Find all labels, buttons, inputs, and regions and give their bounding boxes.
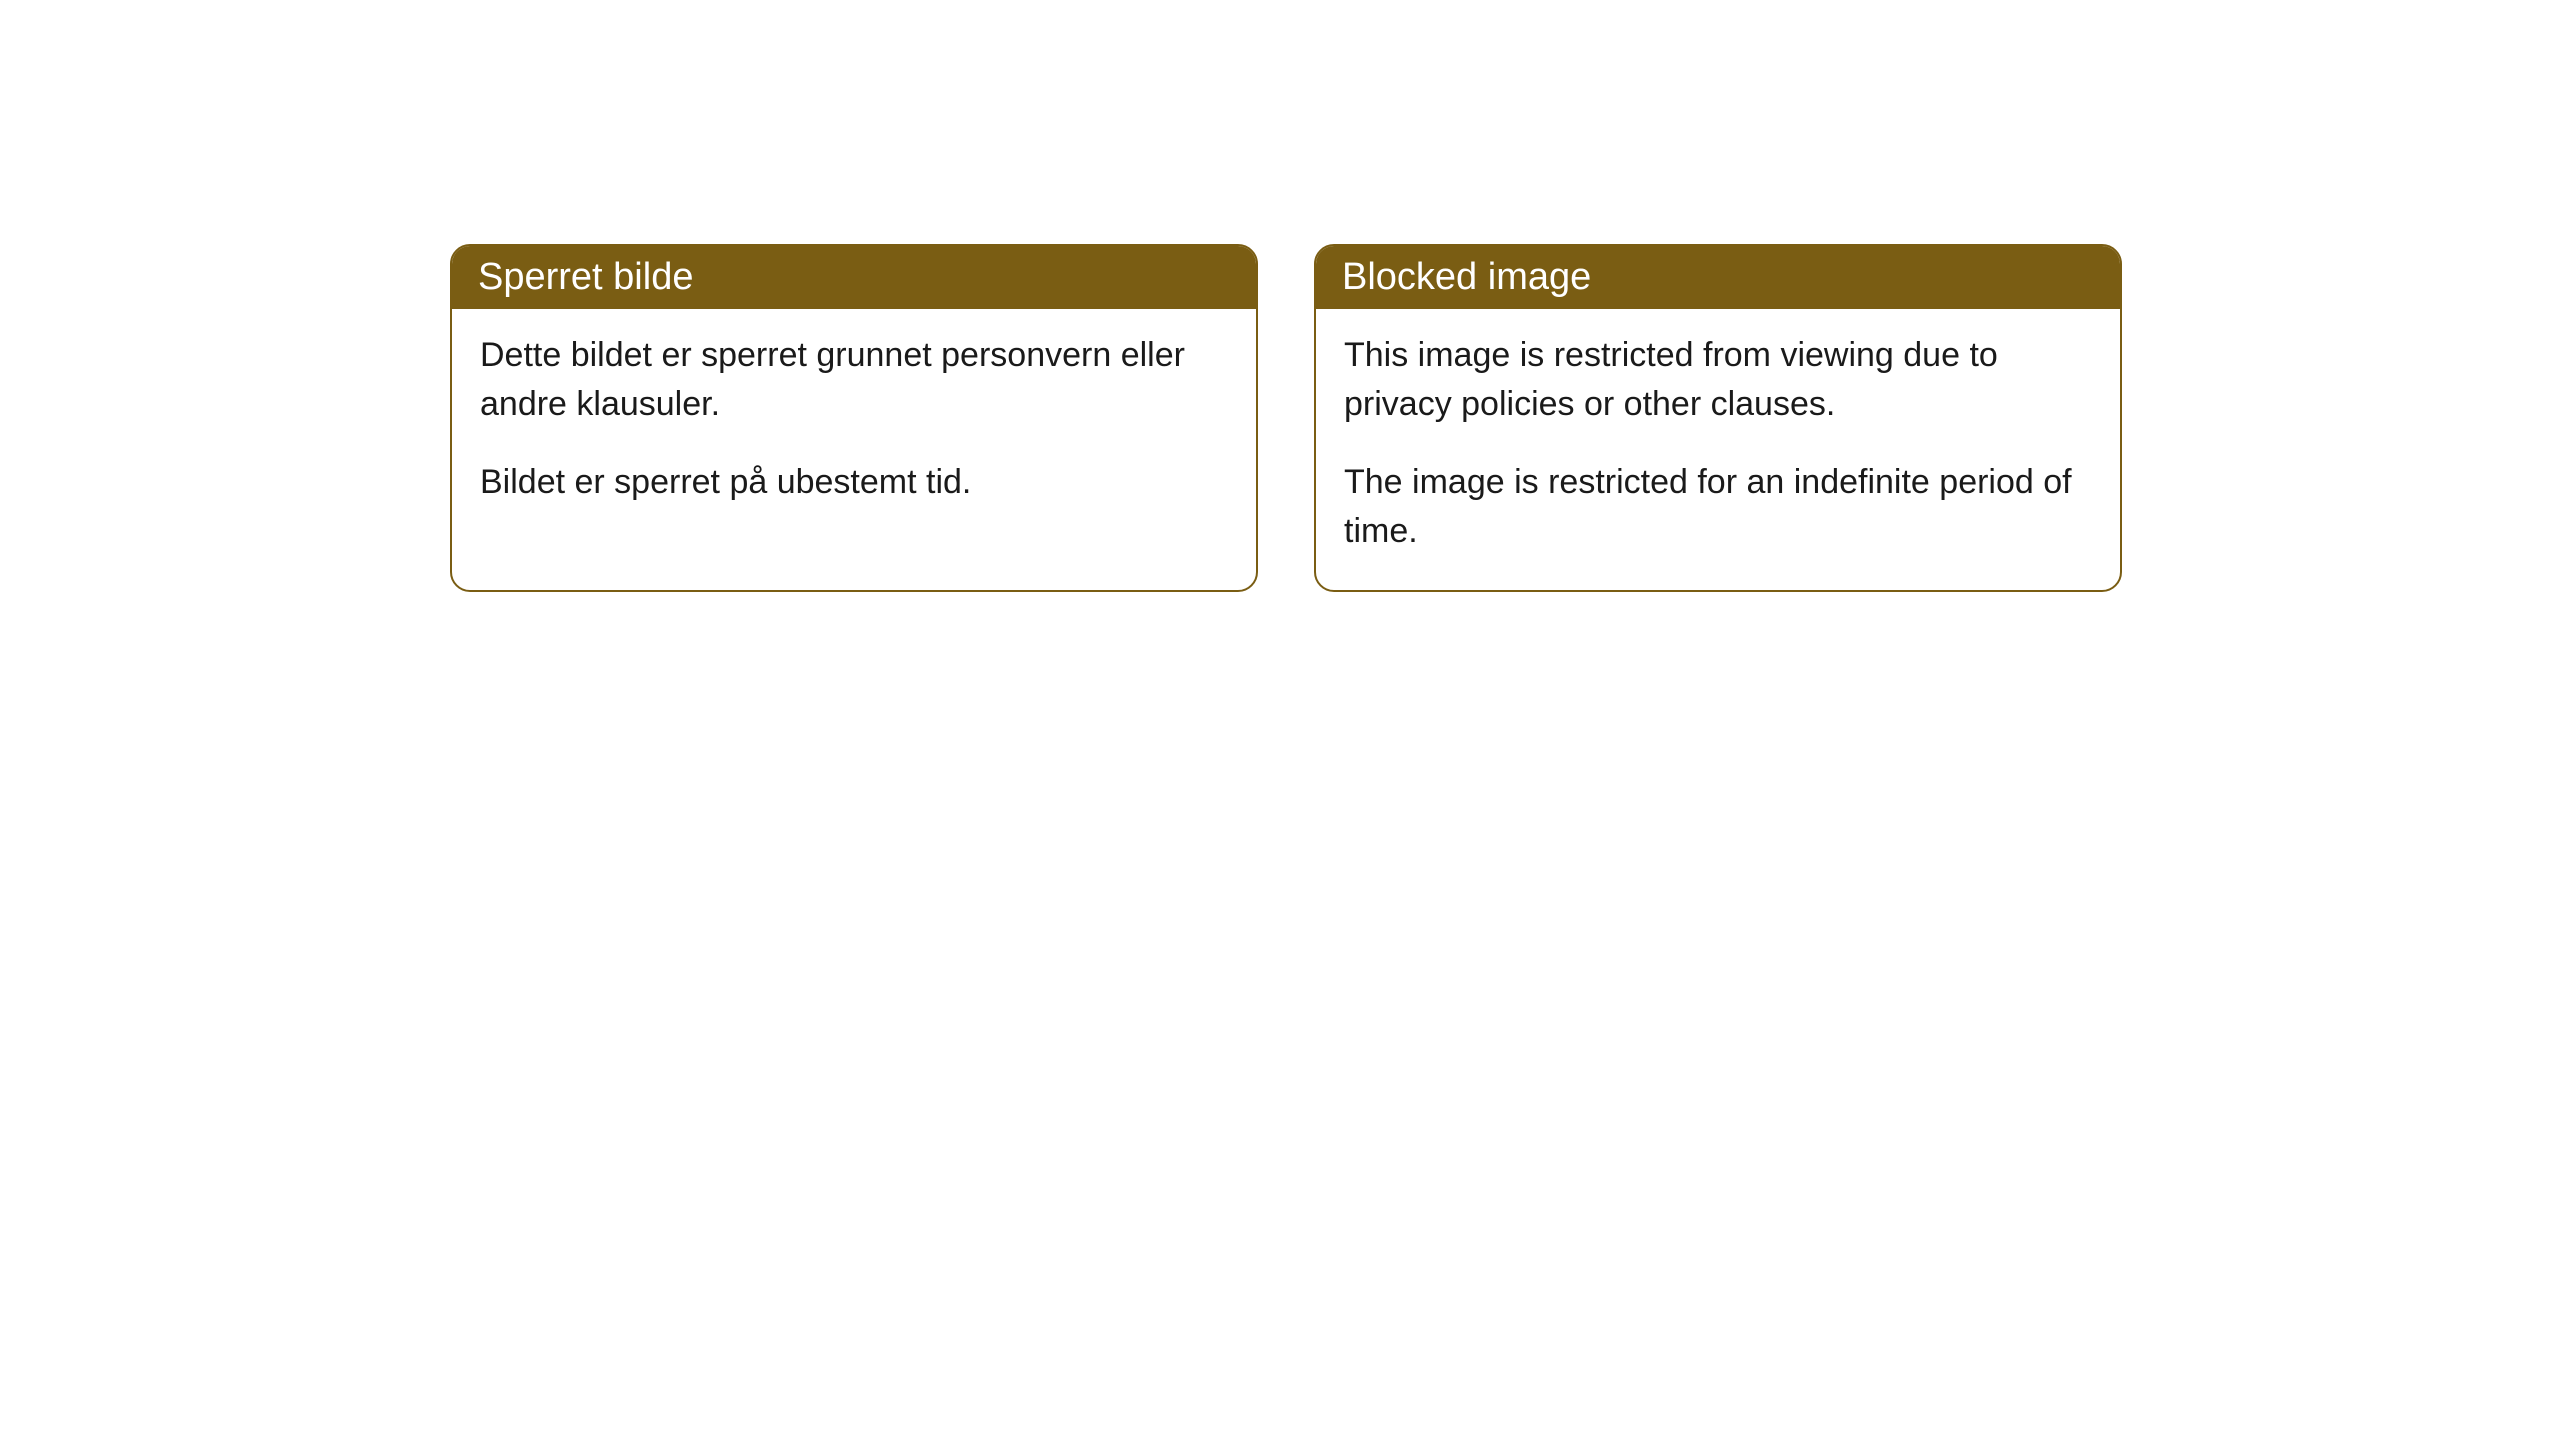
card-body: This image is restricted from viewing du…	[1316, 309, 2120, 590]
card-body: Dette bildet er sperret grunnet personve…	[452, 309, 1256, 541]
card-header: Sperret bilde	[452, 246, 1256, 309]
notice-card-norwegian: Sperret bilde Dette bildet er sperret gr…	[450, 244, 1258, 592]
card-paragraph: Bildet er sperret på ubestemt tid.	[480, 458, 1228, 507]
card-paragraph: This image is restricted from viewing du…	[1344, 331, 2092, 430]
card-header: Blocked image	[1316, 246, 2120, 309]
card-paragraph: Dette bildet er sperret grunnet personve…	[480, 331, 1228, 430]
card-title: Blocked image	[1342, 256, 1591, 298]
notice-card-english: Blocked image This image is restricted f…	[1314, 244, 2122, 592]
card-title: Sperret bilde	[478, 256, 693, 298]
card-paragraph: The image is restricted for an indefinit…	[1344, 458, 2092, 557]
notice-container: Sperret bilde Dette bildet er sperret gr…	[450, 244, 2122, 592]
